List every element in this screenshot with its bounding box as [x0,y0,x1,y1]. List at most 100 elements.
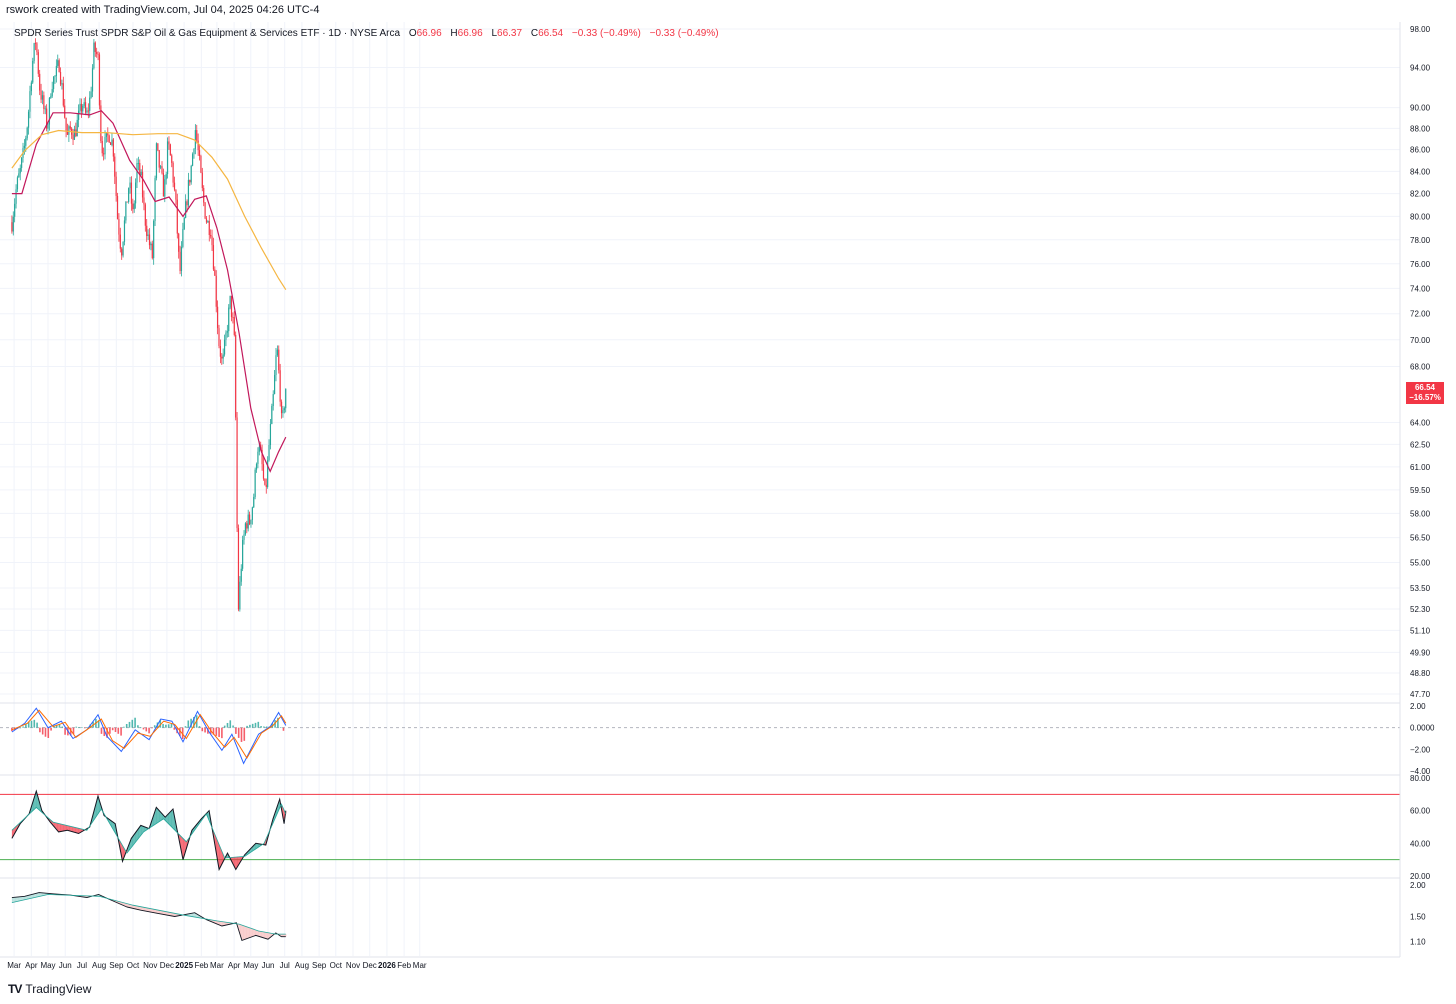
candle-body [34,43,37,44]
rsi-fill [68,825,71,832]
brand-footer[interactable]: TV TradingView [8,982,91,996]
candle-body [198,150,201,156]
change-value: −0.33 (−0.49%) [571,28,641,39]
y-tick-label: 94.00 [1410,63,1431,72]
candle-body [62,83,64,106]
candle-body [108,135,110,143]
candle-body [96,51,98,54]
price-pane[interactable] [11,38,287,612]
candle-body [116,195,119,220]
candle-body [144,204,146,226]
x-tick-label: May [243,961,258,970]
tradingview-logo-icon: TV [8,982,22,996]
candle-body [65,117,67,131]
ratio-fill [268,932,270,939]
x-tick-label: Sep [312,961,327,970]
rsi-fill [169,811,171,827]
macd-histogram-bar [33,719,36,728]
candle-body [101,140,103,154]
candle-body [66,130,69,135]
rsi-fill [109,819,111,826]
x-tick-label: Apr [228,961,241,970]
macd-histogram-bar [39,727,41,733]
rsi-pane[interactable] [0,789,1400,872]
ratio-fill [223,921,225,926]
candle-body [194,130,196,149]
y-tick-label: 74.00 [1410,284,1431,293]
candle-body [217,306,219,329]
rsi-fill [98,798,101,813]
y-tick-label: 47.70 [1410,690,1431,699]
macd-histogram-bar [61,726,64,728]
candle-body [262,464,265,479]
candle-body [244,523,247,535]
ratio-fill [191,912,194,917]
candle-body [264,478,266,485]
macd-tick-label: −2.00 [1410,745,1431,754]
ratio-pane[interactable] [11,892,287,941]
ratio-fill [254,929,257,936]
macd-histogram-bar [263,726,265,728]
candle-body [58,60,60,72]
ratio-fill [188,913,191,917]
ratio-fill [35,893,38,898]
candle-body [151,243,153,259]
candle-body [150,243,152,246]
rsi-fill [52,821,54,827]
candle-body [282,410,284,414]
ratio-line [11,892,286,941]
candle-body [207,221,209,223]
x-tick-label: Nov [143,961,157,970]
rsi-tick-label: 60.00 [1410,807,1431,816]
candle-body [72,134,74,140]
candle-body [201,172,203,189]
ratio-fill [247,927,249,939]
candle-body [275,355,277,375]
macd-histogram-bar [246,725,248,728]
symbol-name[interactable]: SPDR Series Trust SPDR S&P Oil & Gas Equ… [14,28,401,39]
y-tick-label: 61.00 [1410,463,1431,472]
x-tick-label: Apr [25,961,38,970]
candle-body [183,217,185,230]
rsi-fill [152,813,155,826]
ratio-fill [37,892,39,897]
symbol-legend[interactable]: SPDR Series Trust SPDR S&P Oil & Gas Equ… [14,28,719,39]
candle-body [57,60,59,66]
candle-body [283,408,285,411]
candle-body [251,507,253,520]
macd-histogram-bar [106,727,108,738]
candle-body [165,174,167,180]
candle-body [147,234,149,236]
macd-pane[interactable] [0,707,1400,765]
ratio-fill [26,895,29,900]
x-tick-label: Mar [7,961,21,970]
macd-histogram-bar [134,717,136,728]
macd-histogram-bar [179,727,181,737]
candle-body [41,95,44,100]
rsi-fill [134,831,137,843]
candle-body [250,519,252,525]
y-tick-label: 52.30 [1410,605,1431,614]
rsi-fill [160,811,162,821]
macd-histogram-bar [279,727,282,728]
candle-body [226,331,228,333]
macd-histogram-bar [83,727,86,729]
open-label: O [408,28,417,39]
ratio-fill [259,931,261,937]
macd-histogram-bar [100,727,103,734]
candle-body [154,178,156,222]
candle-body [239,581,241,610]
y-tick-label: 62.50 [1410,440,1431,449]
change-value-2: −0.33 (−0.49%) [649,28,719,39]
ratio-fill [172,912,174,917]
candle-body [148,234,151,246]
ratio-fill [11,897,14,903]
candle-body [173,182,176,190]
macd-histogram-bar [221,727,223,739]
low-label: L [491,28,498,39]
candle-body [55,65,57,76]
candle-body [258,446,260,452]
ratio-fill [131,904,134,909]
ratio-fill [257,930,260,937]
